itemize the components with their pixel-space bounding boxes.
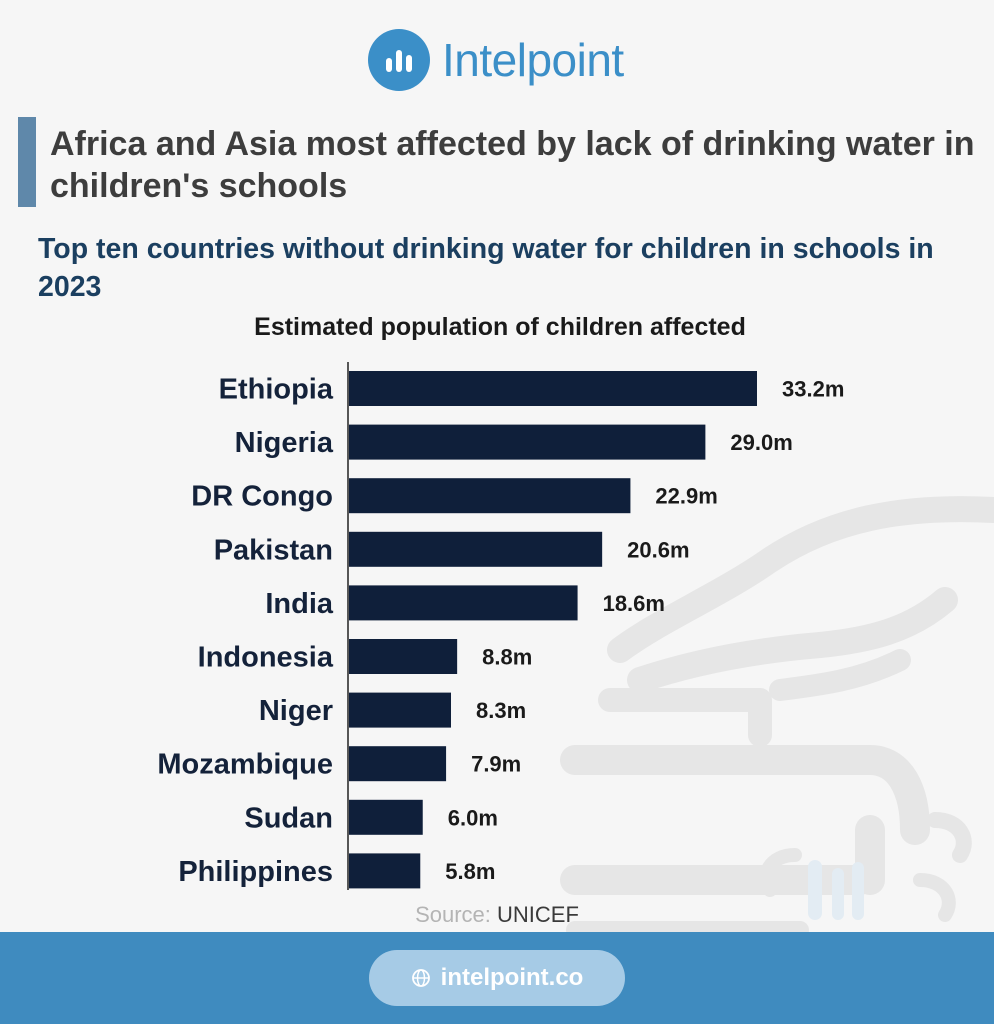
bar bbox=[349, 478, 631, 514]
website-link[interactable]: intelpoint.co bbox=[369, 950, 625, 1006]
value-label: 8.3m bbox=[476, 698, 526, 723]
brand-logo: Intelpoint bbox=[368, 28, 624, 92]
value-label: 22.9m bbox=[655, 484, 717, 509]
value-label: 20.6m bbox=[627, 537, 689, 562]
value-label: 29.0m bbox=[730, 430, 792, 455]
website-url: intelpoint.co bbox=[440, 964, 584, 991]
value-label: 18.6m bbox=[603, 591, 665, 616]
globe-icon bbox=[411, 969, 430, 987]
bar bbox=[349, 639, 458, 674]
brand-name: Intelpoint bbox=[442, 34, 624, 86]
source-note: Source: UNICEF bbox=[0, 902, 994, 928]
headline-accent-bar bbox=[18, 117, 36, 207]
category-label: Ethiopia bbox=[219, 374, 334, 406]
category-label: India bbox=[265, 588, 334, 620]
bar bbox=[349, 424, 706, 460]
value-label: 7.9m bbox=[471, 752, 521, 777]
bar bbox=[349, 746, 447, 782]
footer-bar: intelpoint.co bbox=[0, 932, 994, 1024]
bar bbox=[349, 531, 603, 567]
chart-subtitle: Top ten countries without drinking water… bbox=[38, 233, 934, 303]
bar bbox=[349, 371, 757, 406]
category-label: DR Congo bbox=[191, 481, 333, 513]
value-label: 6.0m bbox=[448, 805, 498, 830]
category-label: Mozambique bbox=[157, 749, 333, 781]
category-label: Niger bbox=[259, 695, 333, 727]
bar bbox=[349, 799, 423, 835]
source-label: Source: bbox=[415, 902, 491, 927]
bar bbox=[349, 692, 451, 728]
category-label: Pakistan bbox=[214, 534, 333, 566]
category-label: Indonesia bbox=[198, 642, 334, 674]
category-label: Sudan bbox=[244, 802, 333, 834]
page-title: Africa and Asia most affected by lack of… bbox=[50, 125, 975, 205]
category-label: Philippines bbox=[178, 856, 333, 888]
value-label: 5.8m bbox=[445, 859, 495, 884]
source-value: UNICEF bbox=[497, 902, 579, 927]
bar bbox=[349, 585, 578, 621]
category-label: Nigeria bbox=[235, 427, 334, 459]
value-label: 33.2m bbox=[782, 377, 844, 402]
brand-logo-icon bbox=[368, 29, 430, 91]
bar bbox=[349, 853, 421, 889]
chart-title: Estimated population of children affecte… bbox=[254, 313, 746, 341]
value-label: 8.8m bbox=[482, 645, 532, 670]
